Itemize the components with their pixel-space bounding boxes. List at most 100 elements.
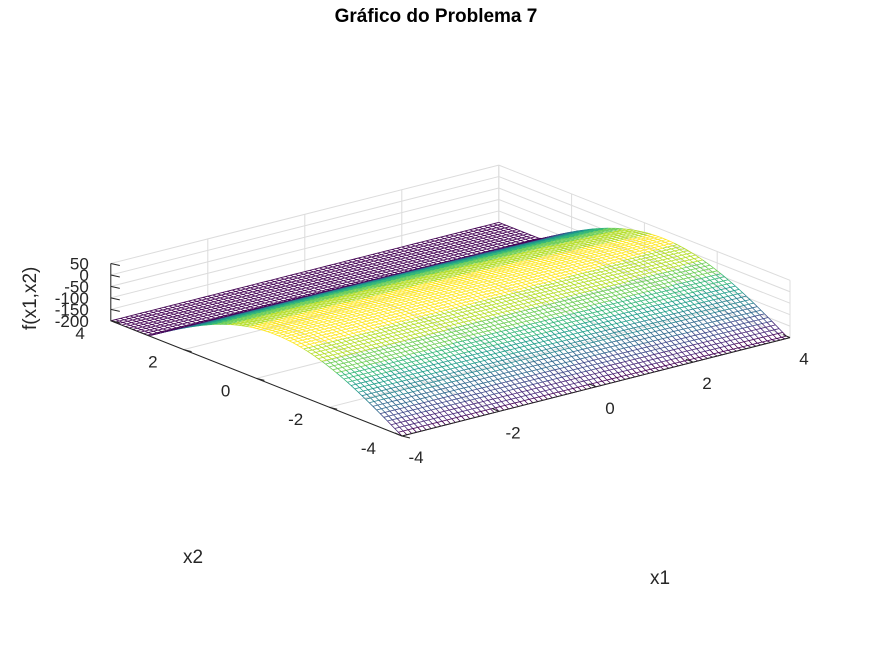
mesh-line [652, 260, 658, 263]
mesh-line [656, 361, 662, 364]
mesh-line [515, 297, 521, 300]
mesh-line [519, 363, 525, 366]
mesh-line [655, 312, 661, 315]
mesh-line [531, 318, 537, 321]
mesh-line [527, 288, 533, 291]
mesh-line [352, 363, 358, 366]
mesh-line [674, 291, 680, 294]
mesh-line [576, 276, 582, 279]
mesh-line [633, 253, 639, 256]
mesh-line [661, 239, 667, 242]
mesh-line [415, 363, 421, 366]
mesh-line [601, 293, 607, 296]
mesh-line [509, 316, 515, 319]
mesh-line [574, 296, 580, 299]
mesh-line [741, 295, 747, 298]
mesh-line [591, 368, 597, 371]
mesh-line [337, 316, 343, 319]
mesh-line [666, 274, 672, 277]
mesh-line [704, 279, 711, 282]
mesh-line [632, 268, 638, 271]
mesh-line [742, 326, 748, 329]
mesh-line [506, 380, 512, 383]
mesh-line [526, 291, 532, 294]
mesh-line [497, 298, 503, 301]
mesh-line [383, 310, 389, 313]
mesh-line [388, 332, 394, 335]
mesh-line [629, 242, 635, 245]
mesh-line [467, 371, 473, 374]
mesh-line [383, 333, 389, 336]
mesh-line [575, 267, 581, 270]
mesh-line [404, 338, 410, 341]
mesh-line [669, 308, 675, 311]
mesh-line [531, 290, 537, 293]
mesh-line [565, 360, 571, 363]
mesh-line [634, 289, 640, 292]
mesh-line [346, 353, 352, 356]
mesh-line [443, 396, 449, 399]
mesh-line [515, 326, 521, 329]
mesh-line [325, 362, 331, 365]
mesh-line [424, 330, 430, 333]
mesh-line [424, 294, 430, 297]
mesh-line [422, 387, 428, 390]
mesh-line [469, 302, 475, 305]
mesh-line [502, 341, 508, 344]
mesh-line [401, 379, 407, 382]
mesh-line [421, 374, 427, 377]
mesh-line [342, 307, 348, 310]
mesh-line [439, 301, 445, 304]
mesh-line [706, 308, 712, 311]
mesh-line [447, 302, 453, 305]
mesh-line [398, 359, 404, 362]
mesh-line [725, 340, 731, 342]
mesh-line [399, 388, 405, 391]
mesh-line [540, 291, 546, 294]
mesh-line [381, 407, 387, 410]
mesh-line [336, 310, 342, 313]
mesh-line [594, 372, 600, 375]
mesh-line [342, 325, 348, 328]
mesh-line [458, 321, 464, 324]
mesh-line [475, 356, 481, 359]
mesh-line [307, 317, 313, 320]
mesh-line [711, 325, 717, 328]
mesh-line [463, 386, 469, 389]
mesh-line [564, 347, 570, 350]
mesh-line [543, 375, 549, 378]
mesh-line [359, 316, 365, 319]
mesh-line [765, 325, 771, 328]
mesh-line [538, 282, 544, 285]
mesh-line [652, 248, 658, 251]
mesh-line [645, 282, 651, 285]
mesh-line [576, 255, 582, 258]
mesh-line [474, 301, 480, 304]
mesh-line [446, 285, 452, 288]
mesh-line [746, 330, 752, 333]
mesh-line [436, 287, 443, 290]
mesh-line [714, 310, 720, 313]
mesh-line [472, 337, 478, 340]
mesh-line [674, 275, 680, 278]
mesh-line [680, 319, 686, 322]
mesh-line [484, 394, 490, 397]
mesh-line [633, 326, 639, 329]
mesh-line [426, 356, 432, 359]
mesh-line [435, 407, 441, 410]
mesh-line [741, 313, 747, 316]
mesh-line [660, 328, 666, 331]
mesh-line [598, 375, 604, 378]
mesh-line [462, 409, 468, 412]
mesh-line [606, 307, 612, 310]
mesh-line [546, 365, 552, 368]
mesh-line [592, 363, 598, 366]
mesh-line [456, 415, 462, 418]
mesh-line [432, 367, 438, 370]
mesh-line [658, 315, 664, 318]
mesh-line [595, 348, 601, 351]
mesh-line [360, 323, 366, 326]
mesh-line [723, 313, 729, 316]
mesh-line [514, 277, 520, 280]
mesh-line [473, 365, 479, 368]
